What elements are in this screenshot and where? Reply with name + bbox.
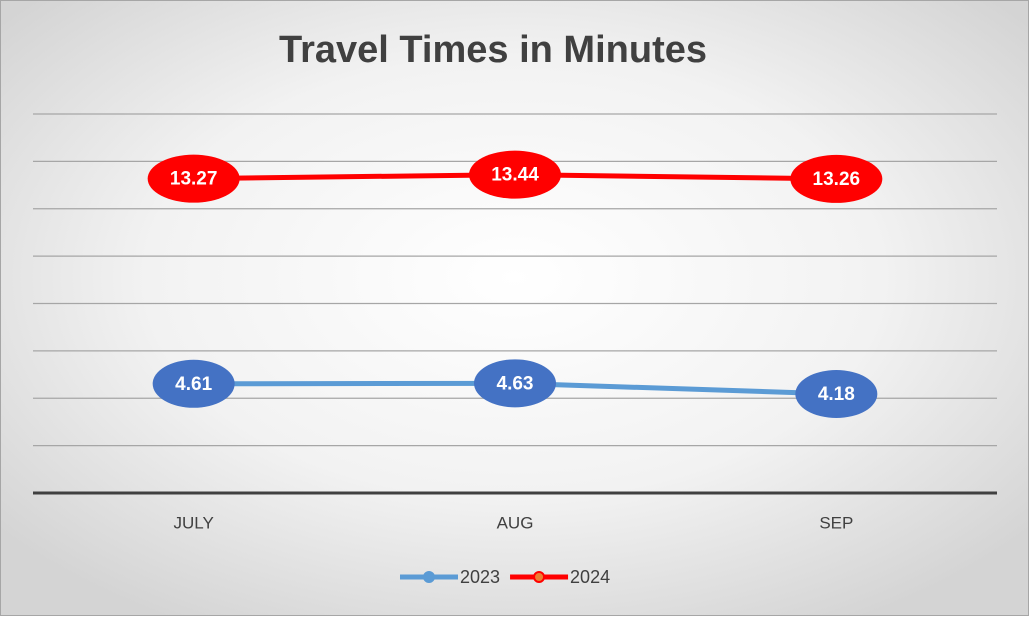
data-label: 4.63 xyxy=(497,373,534,394)
legend-marker xyxy=(423,571,435,583)
legend-label: 2023 xyxy=(460,567,500,587)
data-label: 4.18 xyxy=(818,384,855,405)
chart-title: Travel Times in Minutes xyxy=(279,29,707,71)
x-tick-label: JULY xyxy=(174,513,214,532)
data-label: 4.61 xyxy=(175,374,212,395)
data-label: 13.44 xyxy=(491,165,539,186)
data-label-bubble xyxy=(790,154,883,203)
data-label: 13.26 xyxy=(813,169,861,190)
data-label-bubble xyxy=(469,150,561,199)
data-label: 13.27 xyxy=(170,169,218,190)
x-tick-label: AUG xyxy=(497,513,534,532)
data-label-bubble xyxy=(474,359,556,408)
data-label-bubble xyxy=(795,369,878,418)
x-tick-label: SEP xyxy=(819,513,853,532)
data-label-bubble xyxy=(147,154,240,203)
legend-marker xyxy=(533,571,546,583)
data-label-bubble xyxy=(152,359,235,408)
legend-label: 2024 xyxy=(570,567,610,587)
